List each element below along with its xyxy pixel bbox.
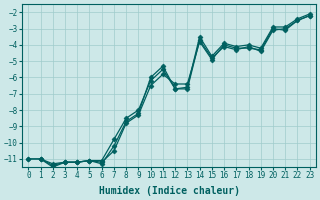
X-axis label: Humidex (Indice chaleur): Humidex (Indice chaleur)	[99, 186, 240, 196]
